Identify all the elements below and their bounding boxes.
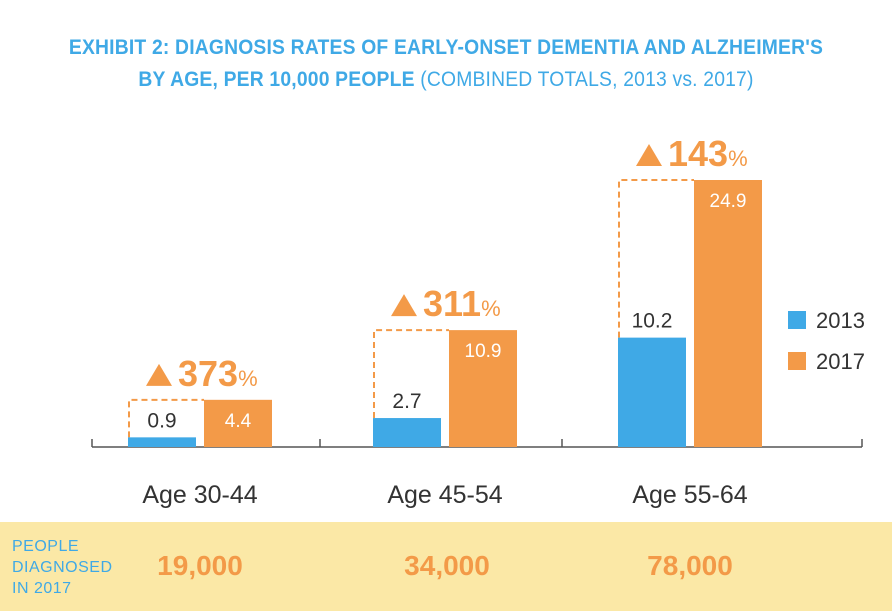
category-label: Age 30-44 <box>142 481 257 509</box>
increase-triangle-icon <box>636 144 662 166</box>
footer-label-line: DIAGNOSED <box>12 559 113 576</box>
category-label: Age 55-64 <box>632 481 747 509</box>
increase-outline <box>128 398 204 438</box>
increase-percent-label: 143% <box>668 133 748 174</box>
bar-2017 <box>694 180 762 447</box>
increase-percent-unit: % <box>481 296 501 321</box>
bar-value-label-2013: 10.2 <box>632 310 673 333</box>
footer-label-line: IN 2017 <box>12 580 72 597</box>
increase-percent-label: 373% <box>178 353 258 394</box>
bar-2013 <box>373 418 441 447</box>
increase-percent-label: 311% <box>423 283 501 324</box>
bar-2017 <box>204 399 272 447</box>
legend-label: 2017 <box>816 349 865 374</box>
legend-swatch <box>788 311 806 329</box>
increase-triangle-icon <box>146 363 172 386</box>
chart-title-bold: BY AGE, PER 10,000 PEOPLE <box>138 68 415 91</box>
bar-value-label-2013: 0.9 <box>147 409 176 432</box>
increase-outline <box>618 179 694 338</box>
bar-2017 <box>449 330 517 447</box>
footer-value-age-45-54: 34,000 <box>404 550 490 581</box>
footer-value-age-30-44: 19,000 <box>157 550 243 581</box>
category-label: Age 45-54 <box>387 481 502 509</box>
bar-value-label-2017: 10.9 <box>465 341 502 362</box>
legend-label: 2013 <box>816 308 865 333</box>
increase-percent-number: 143 <box>668 133 728 174</box>
bar-chart: 0.9 4.4 373% Age 30-44 2.7 10.9 311% Age 45-54 1… <box>91 133 865 509</box>
chart-title-line-1: EXHIBIT 2: DIAGNOSIS RATES OF EARLY-ONSE… <box>68 36 824 59</box>
bar-value-label-2017: 4.4 <box>225 411 252 432</box>
footer-band: PEOPLE DIAGNOSED IN 2017 19,000 34,000 7… <box>0 522 892 611</box>
footer-value-age-55-64: 78,000 <box>647 550 733 581</box>
increase-percent-unit: % <box>238 366 258 391</box>
footer-label-line: PEOPLE <box>12 538 80 555</box>
increase-triangle-icon <box>391 294 417 317</box>
bar-2013 <box>128 437 196 447</box>
footer-label: PEOPLE DIAGNOSED IN 2017 <box>12 536 152 599</box>
chart-title-line-2: BY AGE, PER 10,000 PEOPLE (COMBINED TOTA… <box>36 68 857 92</box>
chart-subtitle: (COMBINED TOTALS, 2013 vs. 2017) <box>420 68 754 91</box>
legend-swatch <box>788 352 806 370</box>
bar-value-label-2017: 24.9 <box>710 191 747 212</box>
increase-percent-unit: % <box>728 146 748 171</box>
increase-percent-number: 311 <box>423 283 481 324</box>
bar-2013 <box>618 337 686 447</box>
increase-percent-number: 373 <box>178 353 238 394</box>
bar-value-label-2013: 2.7 <box>392 390 421 413</box>
